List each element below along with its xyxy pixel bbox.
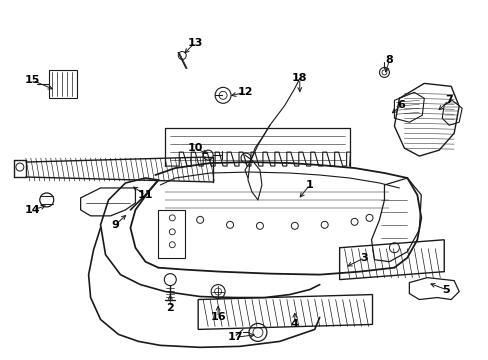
Text: 10: 10 — [187, 143, 203, 153]
Text: 2: 2 — [166, 302, 174, 312]
Text: 5: 5 — [442, 284, 449, 294]
Text: 1: 1 — [305, 180, 313, 190]
Text: 6: 6 — [397, 100, 405, 110]
Text: 15: 15 — [25, 75, 41, 85]
Text: 16: 16 — [210, 312, 225, 323]
Text: 17: 17 — [227, 332, 242, 342]
Text: 7: 7 — [445, 95, 452, 105]
Text: 3: 3 — [360, 253, 367, 263]
Text: 12: 12 — [237, 87, 252, 97]
Text: 11: 11 — [137, 190, 153, 200]
Text: 8: 8 — [385, 55, 392, 66]
Text: 18: 18 — [291, 73, 307, 84]
Text: 9: 9 — [111, 220, 119, 230]
Text: 13: 13 — [187, 37, 203, 48]
Text: 14: 14 — [25, 205, 41, 215]
Text: 4: 4 — [290, 319, 298, 329]
